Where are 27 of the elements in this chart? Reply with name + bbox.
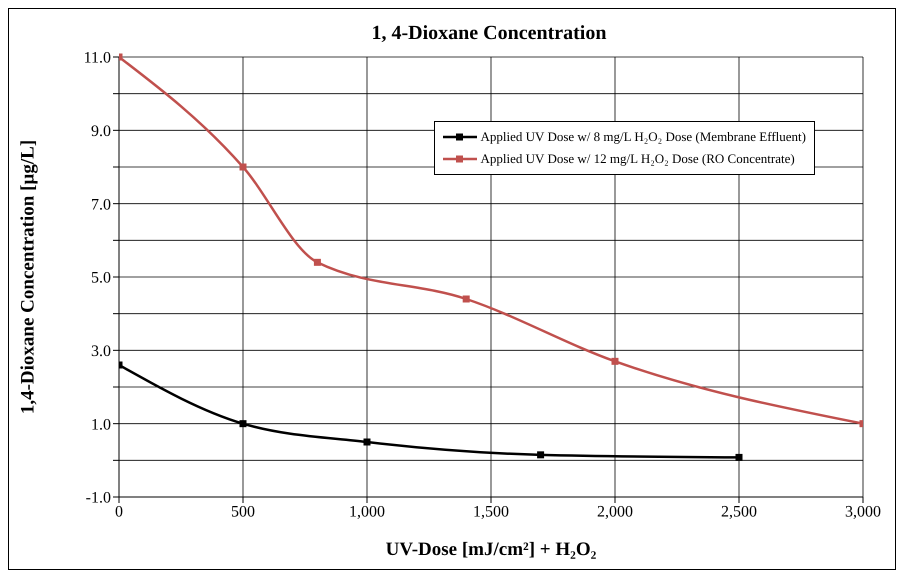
y-tick-label: 7.0 bbox=[91, 196, 111, 214]
point bbox=[240, 420, 246, 428]
x-tick-label: 2,000 bbox=[597, 503, 633, 520]
point bbox=[364, 438, 370, 446]
y-tick-label: 11.0 bbox=[84, 50, 111, 67]
x-tick-label: 1,500 bbox=[473, 503, 509, 520]
point bbox=[462, 296, 470, 302]
x-tick-label: 1,000 bbox=[349, 503, 385, 520]
legend-label: Applied UV Dose w/ 8 mg/L H₂O₂ Dose (Membrane Effluent) bbox=[480, 128, 806, 146]
y-tick-label: 1.0 bbox=[91, 416, 111, 434]
y-axis-title: 1,4-Dioxane Concentration [µg/L] bbox=[18, 140, 39, 414]
x-tick-label: 0 bbox=[115, 503, 123, 520]
y-tick-label: 5.0 bbox=[91, 270, 111, 287]
legend-label: Applied UV Dose w/ 12 mg/L H₂O₂ Dose (RO Concentrate) bbox=[480, 150, 795, 168]
point bbox=[736, 454, 742, 461]
point bbox=[314, 258, 321, 266]
x-tick-label: 2,500 bbox=[721, 503, 757, 520]
point bbox=[240, 164, 246, 170]
point bbox=[537, 451, 544, 458]
x-axis-title: UV-Dose [mJ/cm²] + H₂O₂ bbox=[386, 539, 597, 560]
y-tick-label: 9.0 bbox=[91, 123, 111, 140]
x-tick-label: 3,000 bbox=[845, 503, 881, 520]
point bbox=[612, 358, 618, 365]
y-tick-label: 3.0 bbox=[91, 343, 111, 360]
x-tick-label: 500 bbox=[231, 503, 255, 520]
y-tick-label: -1.0 bbox=[86, 490, 111, 507]
chart-title: 1, 4-Dioxane Concentration bbox=[372, 22, 606, 44]
